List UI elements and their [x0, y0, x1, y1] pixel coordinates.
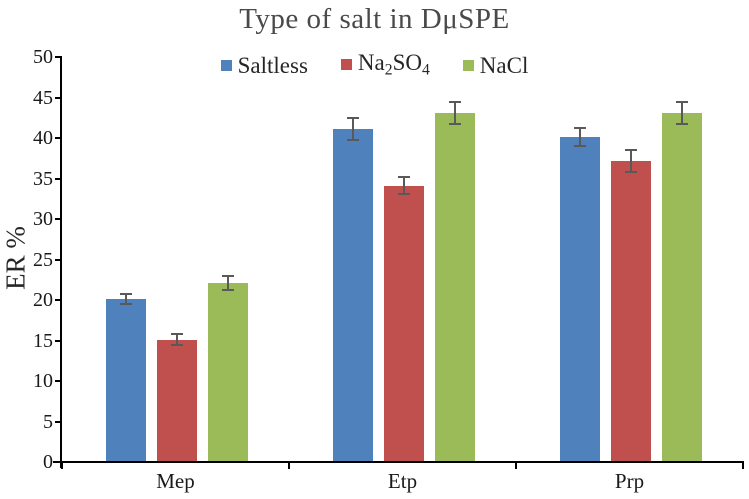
error-bar-nacl-mep	[222, 274, 234, 291]
y-tick-mark	[55, 461, 62, 463]
error-bar-saltless-mep	[120, 292, 132, 306]
y-tick-label: 0	[43, 451, 53, 473]
error-bar-line	[125, 292, 127, 306]
error-bar-cap-bottom	[171, 343, 183, 346]
error-bar-cap-bottom	[222, 288, 234, 291]
error-bar-cap-top	[449, 100, 461, 103]
y-tick-label: 35	[33, 167, 53, 190]
category-label-mep: Mep	[156, 469, 195, 493]
bar-nacl-etp	[435, 112, 475, 461]
y-tick-label: 5	[43, 410, 53, 433]
y-tick-label: 30	[33, 208, 53, 230]
error-bar-cap-bottom	[449, 122, 461, 125]
error-bar-cap-bottom	[398, 193, 410, 196]
plot-area: 0 5 10 15 20 25 30 35 40 45 50 Mep Etp Prp	[33, 47, 744, 493]
y-tick-mark	[55, 420, 62, 423]
error-bar-cap-bottom	[625, 171, 637, 174]
error-bar-line	[352, 116, 354, 142]
error-bar-na2so4-etp	[398, 175, 410, 196]
legend-item-saltless: Saltless	[220, 52, 308, 78]
y-tick-label: 20	[33, 289, 53, 311]
y-tick-mark	[55, 218, 62, 220]
y-tick-mark	[55, 137, 62, 139]
bar-na2so4-prp	[611, 161, 651, 461]
y-tick-label: 15	[33, 329, 53, 352]
legend-label: Na2SO4	[357, 50, 430, 79]
error-bar-nacl-prp	[676, 100, 688, 125]
error-bar-line	[454, 100, 456, 125]
y-tick-mark	[55, 380, 62, 382]
y-tick-label: 45	[33, 86, 53, 109]
x-tick-mark	[288, 461, 290, 469]
x-tick-mark	[742, 461, 744, 469]
category-label-prp: Prp	[614, 469, 645, 493]
error-bar-cap-bottom	[574, 144, 586, 147]
error-bar-line	[403, 175, 405, 196]
legend-swatch-icon	[220, 59, 232, 71]
error-bar-nacl-etp	[449, 100, 461, 125]
error-bar-cap-bottom	[120, 303, 132, 306]
bar-nacl-mep	[208, 282, 248, 461]
y-tick-label: 10	[33, 370, 53, 392]
y-tick-label: 50	[33, 46, 53, 68]
x-axis-line	[53, 461, 743, 463]
error-bar-cap-top	[171, 333, 183, 336]
error-bar-cap-top	[120, 292, 132, 295]
y-tick-label: 25	[33, 248, 53, 271]
error-bar-cap-top	[398, 175, 410, 178]
chart-title: Type of salt in DμSPE	[239, 3, 510, 35]
legend-label: Saltless	[237, 52, 308, 78]
y-tick-mark	[55, 299, 62, 301]
error-bar-cap-bottom	[676, 122, 688, 125]
y-tick-mark	[55, 177, 62, 180]
legend-swatch-icon	[462, 59, 474, 71]
legend-item-nacl: NaCl	[462, 52, 529, 78]
y-tick-mark	[55, 339, 62, 342]
error-bar-saltless-etp	[347, 116, 359, 142]
y-axis-line	[60, 57, 62, 468]
error-bar-cap-bottom	[347, 139, 359, 142]
error-bar-line	[630, 149, 632, 174]
legend: Saltless Na2SO4 NaCl	[0, 51, 749, 79]
error-bar-cap-top	[676, 100, 688, 103]
bar-saltless-mep	[106, 299, 146, 461]
error-bar-line	[176, 333, 178, 346]
error-bar-saltless-prp	[574, 127, 586, 147]
error-bar-cap-top	[347, 116, 359, 119]
error-bar-line	[681, 100, 683, 125]
error-bar-cap-top	[222, 274, 234, 277]
error-bar-na2so4-prp	[625, 149, 637, 174]
error-bar-line	[579, 127, 581, 147]
bar-na2so4-mep	[157, 339, 197, 461]
y-tick-mark	[55, 96, 62, 99]
legend-swatch-icon	[340, 59, 352, 71]
y-tick-label: 40	[33, 127, 53, 149]
x-tick-mark	[61, 461, 63, 469]
legend-label: NaCl	[479, 52, 529, 78]
bar-saltless-prp	[560, 137, 600, 461]
error-bar-na2so4-mep	[171, 333, 183, 346]
x-tick-mark	[515, 461, 517, 469]
legend-item-na2so4: Na2SO4	[340, 50, 430, 79]
y-tick-mark	[55, 258, 62, 261]
bar-saltless-etp	[333, 128, 373, 461]
category-label-etp: Etp	[387, 469, 418, 493]
y-tick-mark	[55, 56, 62, 58]
error-bar-line	[227, 274, 229, 291]
error-bar-cap-top	[625, 149, 637, 152]
bar-na2so4-etp	[384, 185, 424, 461]
bar-nacl-prp	[662, 112, 702, 461]
error-bar-cap-top	[574, 127, 586, 130]
